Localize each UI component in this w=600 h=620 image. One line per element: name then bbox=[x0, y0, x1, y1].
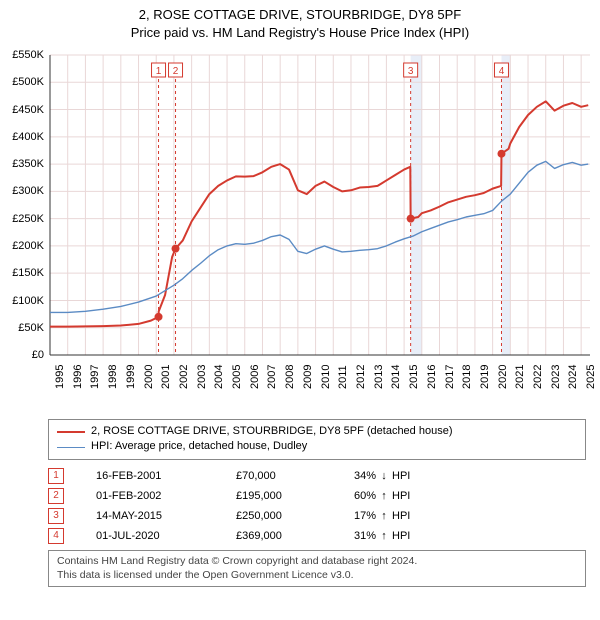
x-tick-label: 2011 bbox=[337, 365, 349, 389]
sale-date: 01-FEB-2002 bbox=[96, 490, 236, 502]
sale-pct: 17% bbox=[336, 510, 376, 522]
x-tick-label: 2013 bbox=[373, 365, 385, 389]
x-tick-label: 1996 bbox=[72, 365, 84, 389]
attribution: Contains HM Land Registry data © Crown c… bbox=[48, 550, 586, 587]
sale-row: 1 16-FEB-2001£70,00034%↓HPI bbox=[48, 466, 586, 486]
x-tick-label: 1997 bbox=[89, 365, 101, 389]
x-tick-label: 2018 bbox=[461, 365, 473, 389]
legend: 2, ROSE COTTAGE DRIVE, STOURBRIDGE, DY8 … bbox=[48, 419, 586, 460]
plot-area: 12 3 4 £0 £50K £100K £150K £200K £250K £300K £350… bbox=[0, 43, 600, 413]
x-tick-label: 1998 bbox=[107, 365, 119, 389]
x-tick-label: 2008 bbox=[284, 365, 296, 389]
chart-title: 2, ROSE COTTAGE DRIVE, STOURBRIDGE, DY8 … bbox=[0, 0, 600, 43]
svg-text:1: 1 bbox=[156, 66, 162, 77]
arrow-down-icon: ↓ bbox=[376, 470, 392, 482]
x-tick-label: 2010 bbox=[320, 365, 332, 389]
y-tick-label: £200K bbox=[0, 240, 44, 252]
sale-vs-label: HPI bbox=[392, 490, 422, 502]
sale-number-box: 1 bbox=[48, 468, 64, 484]
y-tick-label: £150K bbox=[0, 267, 44, 279]
svg-text:2: 2 bbox=[173, 66, 179, 77]
x-tick-label: 2022 bbox=[532, 365, 544, 389]
y-tick-label: £250K bbox=[0, 213, 44, 225]
sale-date: 14-MAY-2015 bbox=[96, 510, 236, 522]
y-tick-label: £0 bbox=[0, 349, 44, 361]
sale-vs-label: HPI bbox=[392, 470, 422, 482]
y-tick-label: £50K bbox=[0, 322, 44, 334]
sale-vs-label: HPI bbox=[392, 510, 422, 522]
x-tick-label: 2006 bbox=[249, 365, 261, 389]
y-tick-label: £350K bbox=[0, 158, 44, 170]
x-tick-label: 2015 bbox=[408, 365, 420, 389]
plot-svg: 12 3 4 bbox=[0, 43, 600, 413]
x-tick-label: 2009 bbox=[302, 365, 314, 389]
x-tick-label: 2007 bbox=[266, 365, 278, 389]
y-tick-label: £400K bbox=[0, 131, 44, 143]
x-tick-label: 2017 bbox=[444, 365, 456, 389]
legend-label: 2, ROSE COTTAGE DRIVE, STOURBRIDGE, DY8 … bbox=[91, 424, 453, 439]
sales-table: 116-FEB-2001£70,00034%↓HPI201-FEB-2002£1… bbox=[48, 466, 586, 546]
sale-price: £195,000 bbox=[236, 490, 336, 502]
svg-text:4: 4 bbox=[499, 66, 505, 77]
sale-pct: 60% bbox=[336, 490, 376, 502]
x-tick-label: 2004 bbox=[213, 365, 225, 389]
x-tick-label: 2020 bbox=[497, 365, 509, 389]
sale-row: 4 01-JUL-2020£369,00031%↑HPI bbox=[48, 526, 586, 546]
x-tick-label: 2023 bbox=[550, 365, 562, 389]
sale-date: 01-JUL-2020 bbox=[96, 530, 236, 542]
sale-vs-label: HPI bbox=[392, 530, 422, 542]
y-tick-label: £450K bbox=[0, 104, 44, 116]
x-tick-label: 1995 bbox=[54, 365, 66, 389]
sale-pct: 31% bbox=[336, 530, 376, 542]
legend-swatch bbox=[57, 447, 85, 448]
legend-swatch bbox=[57, 431, 85, 433]
y-tick-label: £100K bbox=[0, 295, 44, 307]
legend-item: HPI: Average price, detached house, Dudl… bbox=[57, 439, 577, 454]
sale-number-box: 3 bbox=[48, 508, 64, 524]
x-tick-label: 2000 bbox=[143, 365, 155, 389]
sale-row: 3 14-MAY-2015£250,00017%↑HPI bbox=[48, 506, 586, 526]
x-tick-label: 2005 bbox=[231, 365, 243, 389]
x-tick-label: 2002 bbox=[178, 365, 190, 389]
sale-price: £250,000 bbox=[236, 510, 336, 522]
x-tick-label: 2025 bbox=[585, 365, 597, 389]
y-tick-label: £500K bbox=[0, 76, 44, 88]
arrow-up-icon: ↑ bbox=[376, 510, 392, 522]
sale-price: £70,000 bbox=[236, 470, 336, 482]
sale-date: 16-FEB-2001 bbox=[96, 470, 236, 482]
title-line-2: Price paid vs. HM Land Registry's House … bbox=[0, 24, 600, 42]
x-tick-label: 1999 bbox=[125, 365, 137, 389]
sale-price: £369,000 bbox=[236, 530, 336, 542]
y-tick-label: £300K bbox=[0, 185, 44, 197]
x-tick-label: 2024 bbox=[567, 365, 579, 389]
sale-pct: 34% bbox=[336, 470, 376, 482]
legend-item: 2, ROSE COTTAGE DRIVE, STOURBRIDGE, DY8 … bbox=[57, 424, 577, 439]
sale-number-box: 2 bbox=[48, 488, 64, 504]
x-tick-label: 2016 bbox=[426, 365, 438, 389]
x-tick-label: 2003 bbox=[196, 365, 208, 389]
sale-number-box: 4 bbox=[48, 528, 64, 544]
x-tick-label: 2014 bbox=[390, 365, 402, 389]
x-tick-label: 2019 bbox=[479, 365, 491, 389]
attribution-line-2: This data is licensed under the Open Gov… bbox=[57, 569, 577, 583]
x-tick-label: 2012 bbox=[355, 365, 367, 389]
sale-row: 2 01-FEB-2002£195,00060%↑HPI bbox=[48, 486, 586, 506]
chart-container: 2, ROSE COTTAGE DRIVE, STOURBRIDGE, DY8 … bbox=[0, 0, 600, 587]
svg-text:3: 3 bbox=[408, 66, 414, 77]
attribution-line-1: Contains HM Land Registry data © Crown c… bbox=[57, 555, 577, 569]
x-tick-label: 2021 bbox=[514, 365, 526, 389]
arrow-up-icon: ↑ bbox=[376, 490, 392, 502]
arrow-up-icon: ↑ bbox=[376, 530, 392, 542]
x-tick-label: 2001 bbox=[160, 365, 172, 389]
legend-label: HPI: Average price, detached house, Dudl… bbox=[91, 439, 307, 454]
y-tick-label: £550K bbox=[0, 49, 44, 61]
title-line-1: 2, ROSE COTTAGE DRIVE, STOURBRIDGE, DY8 … bbox=[0, 6, 600, 24]
